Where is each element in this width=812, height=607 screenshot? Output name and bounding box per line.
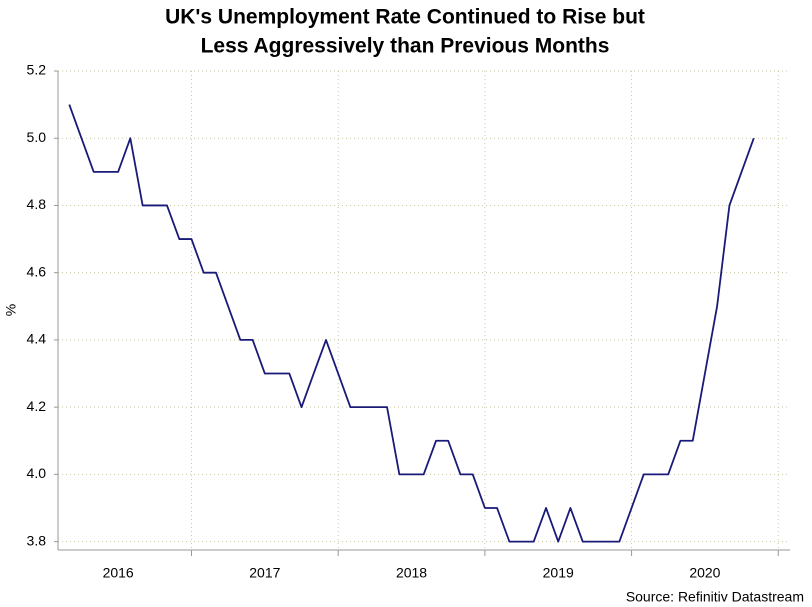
x-tick-label: 2017 [249,565,280,581]
x-tick-label: 2019 [543,565,574,581]
source-note: Source: Refinitiv Datastream [626,589,804,605]
data-line [68,104,755,543]
y-tick-label: 3.8 [27,532,47,548]
y-tick-label: 4.2 [27,398,47,414]
chart-subtitle: Less Aggressively than Previous Months [201,35,610,58]
y-axis-label: % [3,304,19,316]
y-tick-label: 4.6 [27,263,47,279]
chart-title: UK's Unemployment Rate Continued to Rise… [165,6,645,29]
y-tick-label: 5.0 [27,129,47,145]
y-tick-label: 4.8 [27,196,47,212]
y-tick-label: 5.2 [27,62,47,78]
y-tick-label: 4.4 [27,331,47,347]
x-tick-label: 2016 [103,565,134,581]
x-tick-label: 2020 [689,565,720,581]
y-tick-label: 4.0 [27,465,47,481]
x-tick-label: 2018 [396,565,427,581]
